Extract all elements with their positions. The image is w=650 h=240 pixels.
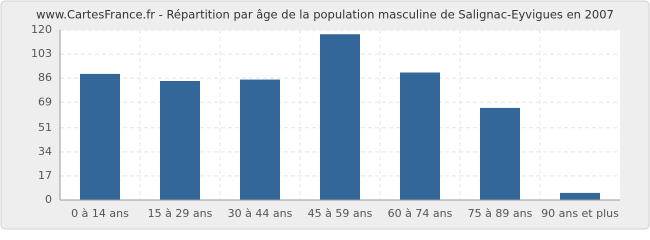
y-tick-label: 17 <box>38 169 52 182</box>
bar <box>400 72 440 200</box>
x-tick-label: 45 à 59 ans <box>308 207 373 220</box>
y-tick-label: 69 <box>38 95 52 108</box>
x-tick-label: 30 à 44 ans <box>228 207 293 220</box>
y-tick-label: 103 <box>31 47 52 60</box>
y-tick-label: 86 <box>38 71 52 84</box>
bar <box>80 73 120 200</box>
bar <box>160 81 200 200</box>
y-tick-label: 51 <box>38 121 52 134</box>
chart-title: www.CartesFrance.fr - Répartition par âg… <box>36 8 614 22</box>
chart: www.CartesFrance.fr - Répartition par âg… <box>0 0 650 230</box>
x-tick-label: 90 ans et plus <box>541 207 619 220</box>
bar <box>480 107 520 200</box>
y-tick-label: 120 <box>31 23 52 36</box>
bar <box>320 34 360 200</box>
y-tick-label: 34 <box>38 145 52 158</box>
bar <box>240 79 280 200</box>
y-tick-label: 0 <box>45 193 52 206</box>
x-tick-label: 15 à 29 ans <box>148 207 213 220</box>
x-tick-label: 60 à 74 ans <box>388 207 453 220</box>
x-tick-label: 75 à 89 ans <box>468 207 533 220</box>
bar <box>560 192 600 200</box>
x-tick-label: 0 à 14 ans <box>71 207 129 220</box>
